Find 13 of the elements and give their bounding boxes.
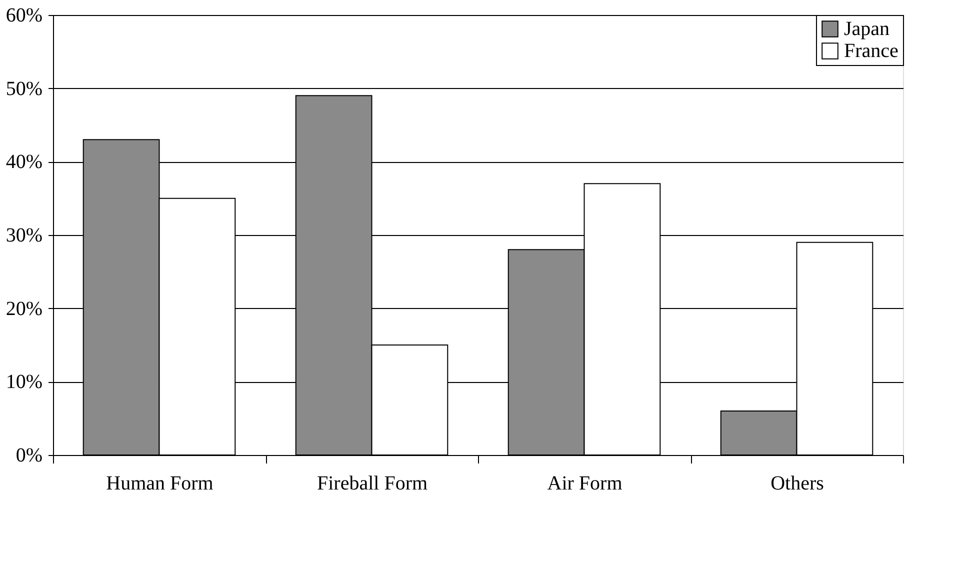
legend-label: Japan [844,18,890,40]
x-tick-label: Air Form [547,472,623,494]
x-tick-label: Human Form [106,472,214,494]
y-tick-label: 10% [6,371,42,394]
y-tick-label: 30% [6,224,42,246]
y-tick-label: 40% [6,151,42,174]
x-tick-label: Fireball Form [316,472,428,494]
x-tick-label: Others [770,472,824,494]
y-tick-label: 20% [6,298,42,320]
y-tick-label: 0% [16,444,42,466]
legend-label: France [844,40,899,62]
y-tick-label: 60% [6,4,42,26]
y-tick-label: 50% [6,78,42,100]
